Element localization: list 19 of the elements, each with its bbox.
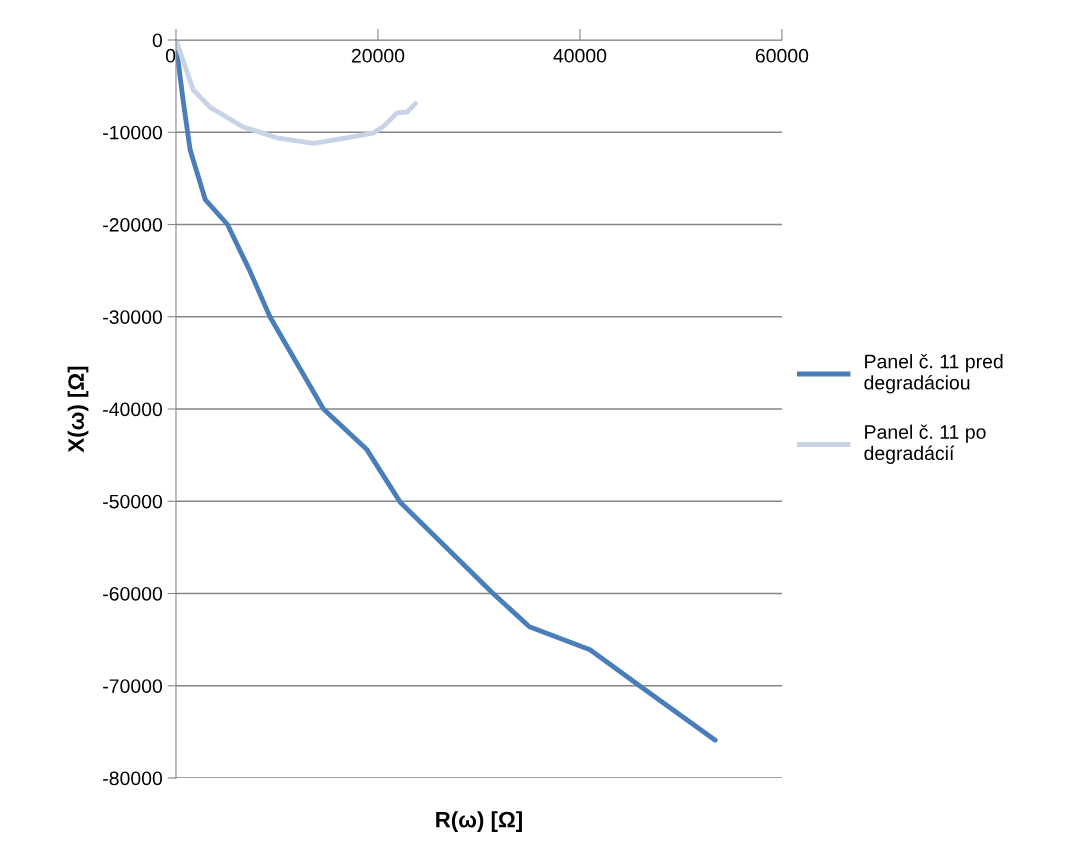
y-tick-label: -20000 (103, 217, 163, 232)
y-tick-label: -30000 (103, 310, 163, 324)
x-tick-label: 60000 (755, 48, 809, 63)
y-tick-label: -40000 (103, 402, 163, 417)
line-series (175, 49, 718, 743)
x-axis-title: R(ω) [Ω] (436, 811, 522, 832)
y-axis-title: X(ω) [Ω] (67, 366, 89, 453)
y-tick-label: -60000 (103, 586, 163, 601)
y-tick-label: -50000 (103, 494, 163, 509)
x-tick-label: 40000 (553, 48, 607, 63)
x-tick-label: 20000 (351, 48, 405, 63)
line-series (175, 40, 418, 146)
legend-label: Panel č. 11 po degradácií (864, 424, 986, 464)
y-tick-label: -10000 (103, 125, 163, 140)
y-tick-label: 0 (152, 33, 163, 48)
legend-label: Panel č. 11 pred degradáciou (864, 354, 1003, 394)
y-tick-label: -80000 (103, 771, 163, 786)
x-tick-label: 0 (165, 48, 176, 63)
y-tick-label: -70000 (103, 679, 163, 693)
